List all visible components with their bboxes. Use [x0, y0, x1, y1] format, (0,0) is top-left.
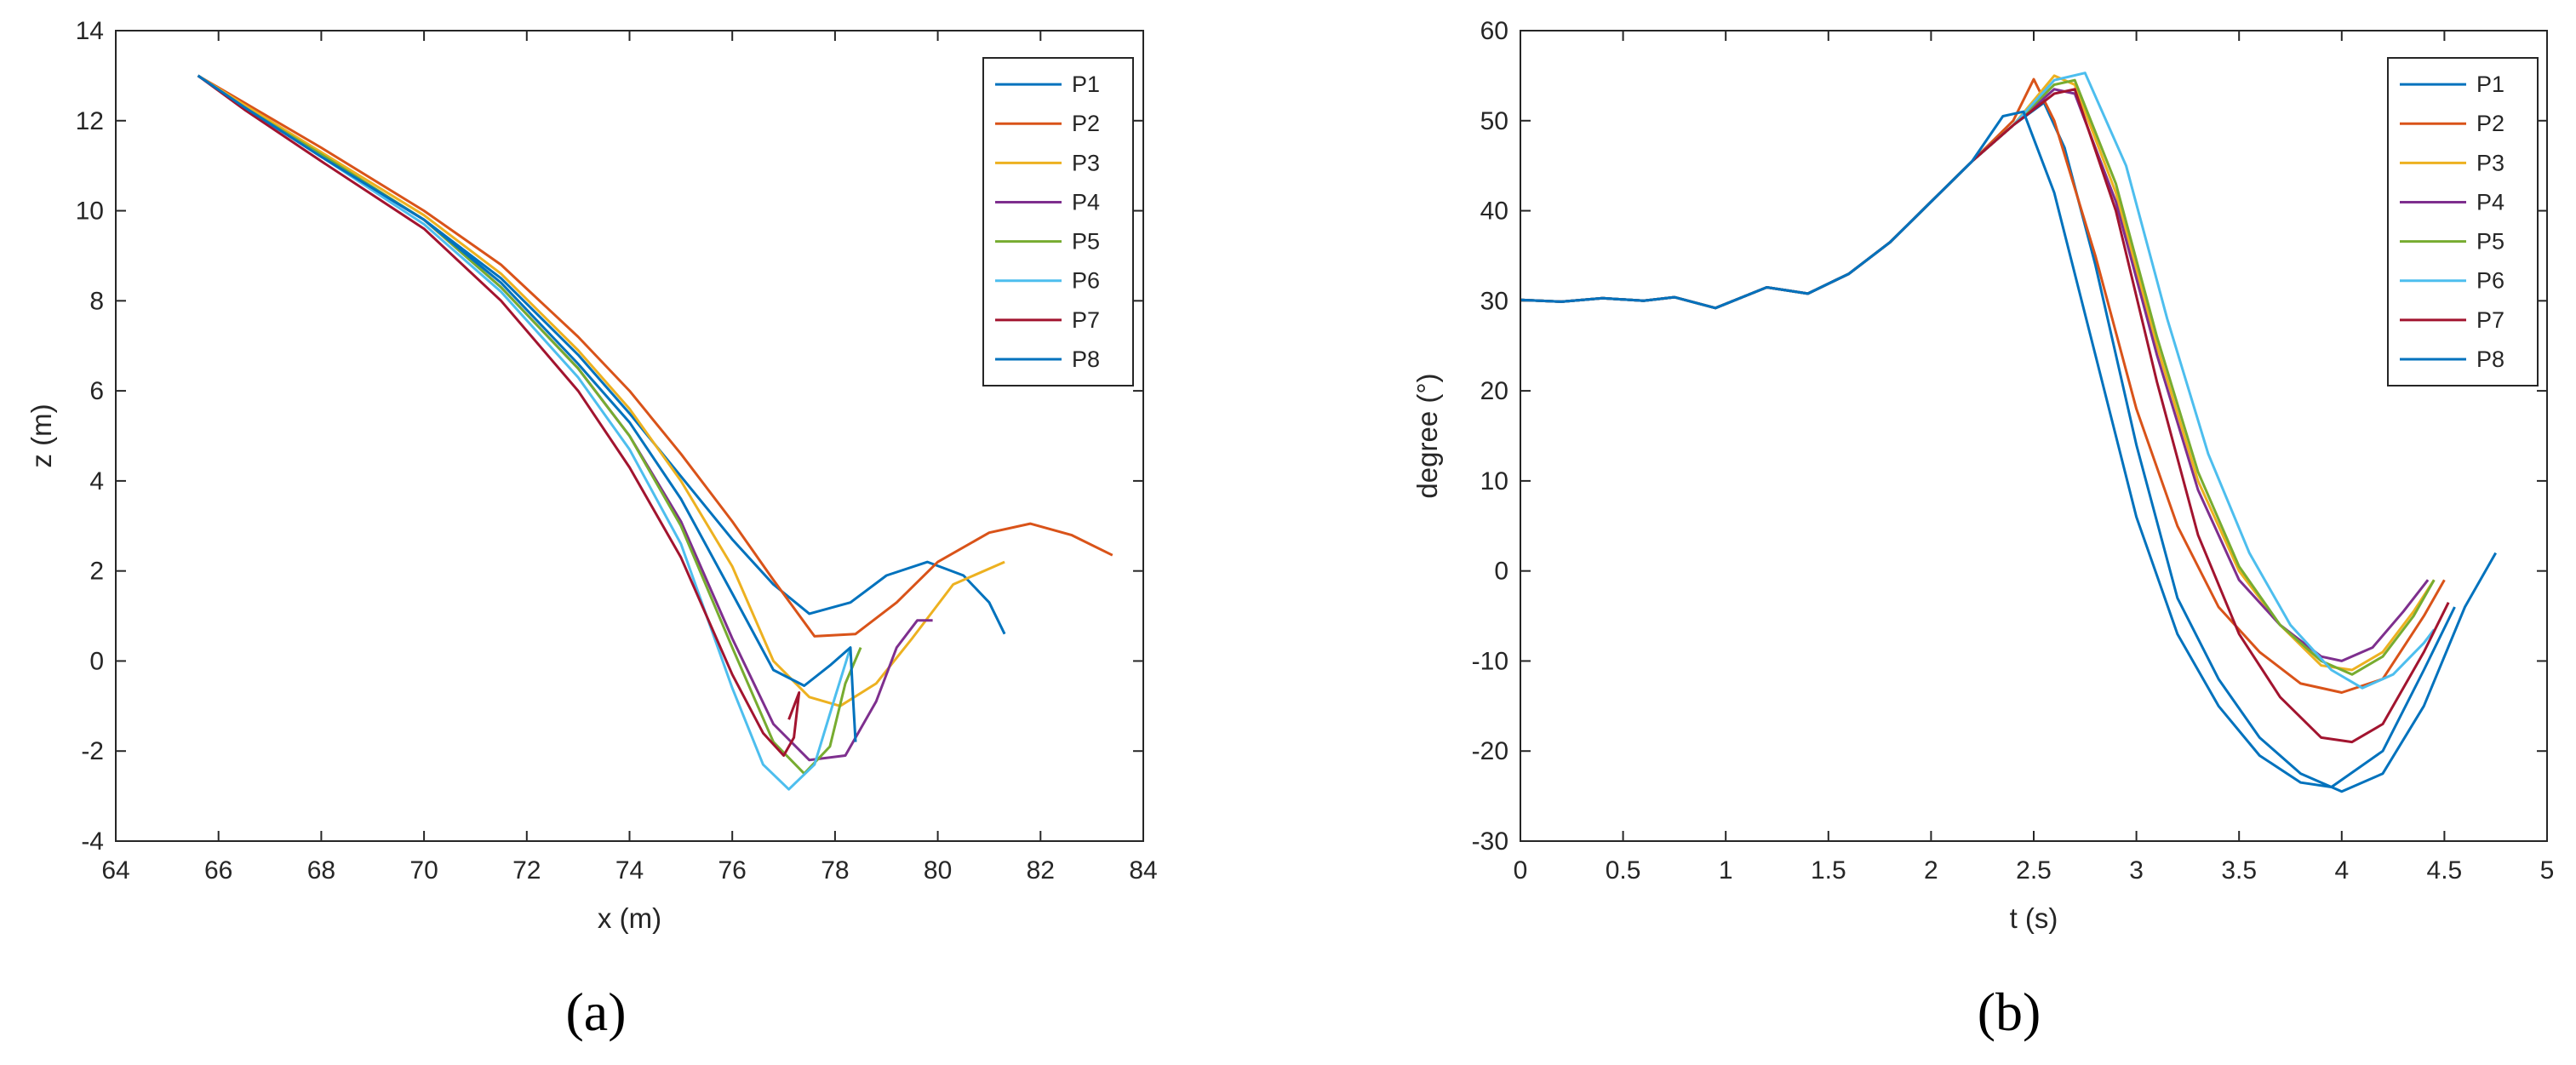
y-tick-label: 60 [1480, 17, 1508, 45]
x-tick-label: 72 [512, 856, 541, 885]
y-tick-label: 30 [1480, 287, 1508, 315]
legend-label-p6: P6 [1072, 268, 1100, 294]
series-line-p7 [197, 74, 801, 757]
y-tick-label: 20 [1480, 377, 1508, 405]
y-tick-label: -20 [1472, 737, 1508, 765]
y-tick-label: 12 [76, 107, 104, 135]
series-line-p8 [1520, 110, 2456, 788]
x-tick-label: 2.5 [2016, 856, 2052, 885]
x-tick-label: 0.5 [1606, 856, 1641, 885]
y-tick-label: 0 [1494, 558, 1508, 586]
legend-label-p8: P8 [1072, 346, 1100, 372]
y-axis-label: z (m) [26, 404, 57, 467]
y-tick-label: 6 [89, 377, 104, 405]
plot-frame [115, 30, 1144, 842]
y-axis-label: degree (°) [1411, 373, 1443, 498]
y-tick-label: 8 [89, 287, 104, 315]
legend-label-p1: P1 [2476, 72, 2504, 97]
series-line-p8 [197, 74, 857, 742]
y-tick-label: 4 [89, 467, 104, 495]
x-tick-label: 68 [307, 856, 335, 885]
y-tick-label: 10 [76, 198, 104, 226]
y-tick-label: 14 [76, 17, 104, 45]
legend-label-p7: P7 [2476, 307, 2504, 333]
plot-area [1520, 30, 2548, 842]
x-tick-label: 78 [821, 856, 849, 885]
chart-panel-2: 0 0.5 1 1.5 2 2.5 3 3.5 4 4.5 5 -30 -20 -10 0 10 20 30 40 5… [1411, 17, 2554, 1042]
x-tick-label: 84 [1129, 856, 1157, 885]
legend-label-p2: P2 [2476, 111, 2504, 136]
y-tick-label: -10 [1472, 647, 1508, 675]
x-tick-label: 70 [409, 856, 438, 885]
legend-label-p7: P7 [1072, 307, 1100, 333]
panel-label: (a) [565, 982, 626, 1042]
x-tick-label: 82 [1027, 856, 1055, 885]
legend-label-p4: P4 [1072, 189, 1100, 215]
series-line-p5 [197, 74, 862, 776]
x-tick-label: 4.5 [2427, 856, 2463, 885]
legend-box [2387, 57, 2539, 386]
x-tick-label: 5 [2540, 856, 2555, 885]
x-tick-label: 64 [101, 856, 129, 885]
x-tick-label: 74 [615, 856, 644, 885]
legend-label-p5: P5 [1072, 229, 1100, 255]
y-tick-label: 10 [1480, 467, 1508, 495]
legend-label-p6: P6 [2476, 268, 2504, 294]
y-tick-label: -4 [81, 827, 104, 856]
y-tick-label: 50 [1480, 107, 1508, 135]
x-tick-label: 3.5 [2221, 856, 2257, 885]
y-tick-label: -2 [81, 737, 104, 765]
legend-label-p2: P2 [1072, 111, 1100, 136]
series-line-p2 [197, 74, 1113, 638]
x-tick-label: 0 [1514, 856, 1528, 885]
legend: P1 P2 P3 P4 P5 P6 P7 P8 [982, 57, 1134, 386]
legend: P1 P2 P3 P4 P5 P6 P7 P8 [2387, 57, 2539, 386]
y-tick-label: 40 [1480, 198, 1508, 226]
y-tick-label: 2 [89, 558, 104, 586]
series-line-p3 [197, 74, 1005, 707]
legend-label-p1: P1 [1072, 72, 1100, 97]
x-tick-label: 66 [204, 856, 232, 885]
x-tick-label: 1 [1719, 856, 1733, 885]
x-tick-label: 80 [924, 856, 952, 885]
x-axis-label: x (m) [598, 902, 661, 934]
x-tick-label: 1.5 [1811, 856, 1846, 885]
y-tick-label: -30 [1472, 827, 1508, 856]
x-tick-label: 2 [1924, 856, 1938, 885]
x-axis-label: t (s) [2010, 902, 2058, 934]
plot-frame [1520, 30, 2548, 842]
legend-label-p8: P8 [2476, 346, 2504, 372]
x-tick-label: 4 [2334, 856, 2349, 885]
x-tick-label: 76 [718, 856, 747, 885]
legend-label-p5: P5 [2476, 229, 2504, 255]
legend-box [982, 57, 1134, 386]
legend-label-p3: P3 [2476, 150, 2504, 175]
panel-label: (b) [1978, 982, 2041, 1042]
x-tick-label: 3 [2129, 856, 2144, 885]
y-tick-label: 0 [89, 647, 104, 675]
legend-label-p3: P3 [1072, 150, 1100, 175]
legend-label-p4: P4 [2476, 189, 2504, 215]
